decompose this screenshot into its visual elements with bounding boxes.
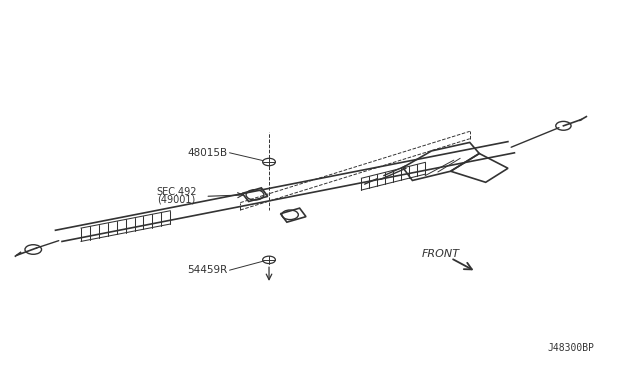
Text: 48015B: 48015B [188, 148, 228, 158]
Text: J48300BP: J48300BP [547, 343, 594, 353]
Text: (49001): (49001) [157, 195, 196, 205]
Text: SEC.492: SEC.492 [156, 187, 197, 197]
Text: 54459R: 54459R [188, 265, 228, 275]
Text: FRONT: FRONT [422, 249, 460, 259]
